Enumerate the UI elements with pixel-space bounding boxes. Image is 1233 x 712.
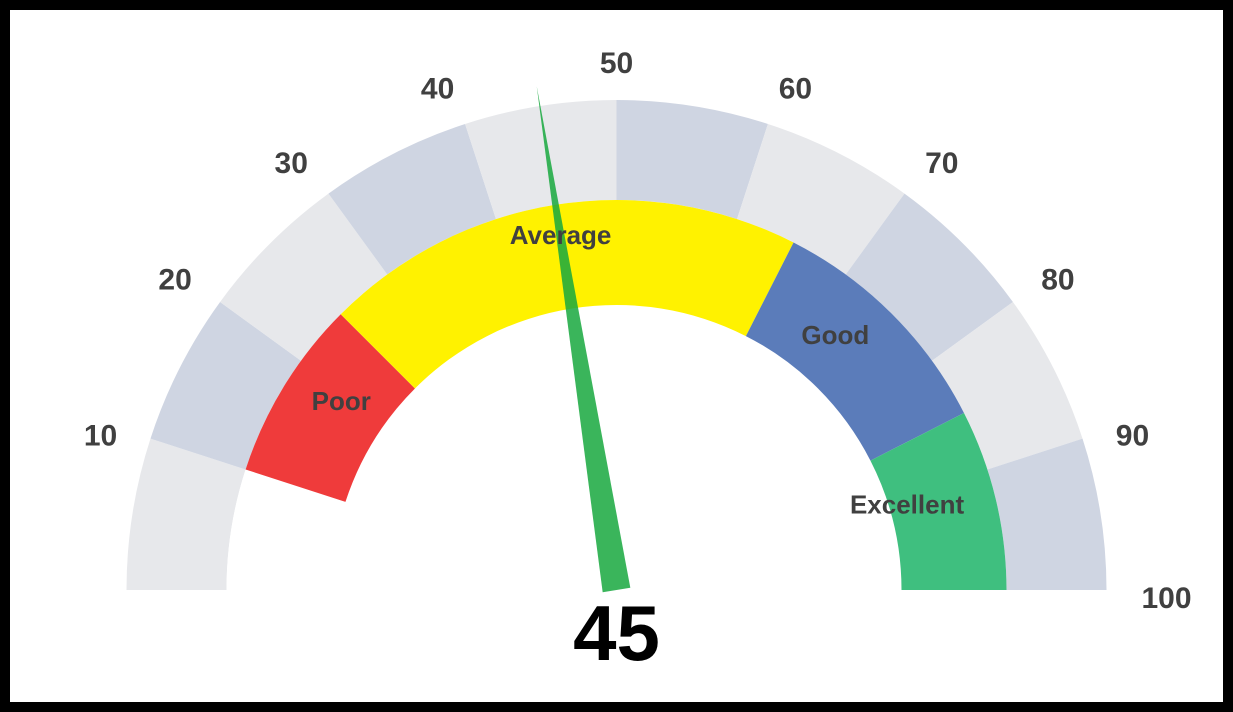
gauge-tick-label: 20 — [158, 263, 191, 296]
gauge-tick-label: 10 — [84, 420, 117, 453]
gauge-chart: 10 20 30 40 50 60 70 80 90 100 Poor Average Good Exc… — [10, 10, 1223, 702]
gauge-value: 45 — [573, 589, 660, 677]
gauge-tick-label: 60 — [779, 73, 812, 106]
gauge-band-label: Average — [510, 220, 612, 250]
gauge-tick-label: 50 — [600, 47, 633, 80]
gauge-tick-label: 30 — [275, 147, 308, 180]
gauge-band-label: Good — [801, 320, 869, 350]
gauge-tick-label: 100 — [1142, 582, 1192, 615]
gauge-tick-label: 90 — [1116, 420, 1149, 453]
gauge-tick-label: 80 — [1041, 263, 1074, 296]
gauge-frame: 10 20 30 40 50 60 70 80 90 100 Poor Average Good Exc… — [0, 0, 1233, 712]
gauge-tick-label: 70 — [925, 147, 958, 180]
gauge-band-label: Poor — [312, 386, 371, 416]
gauge-tick-label: 40 — [421, 73, 454, 106]
gauge-band-label: Excellent — [850, 489, 965, 519]
